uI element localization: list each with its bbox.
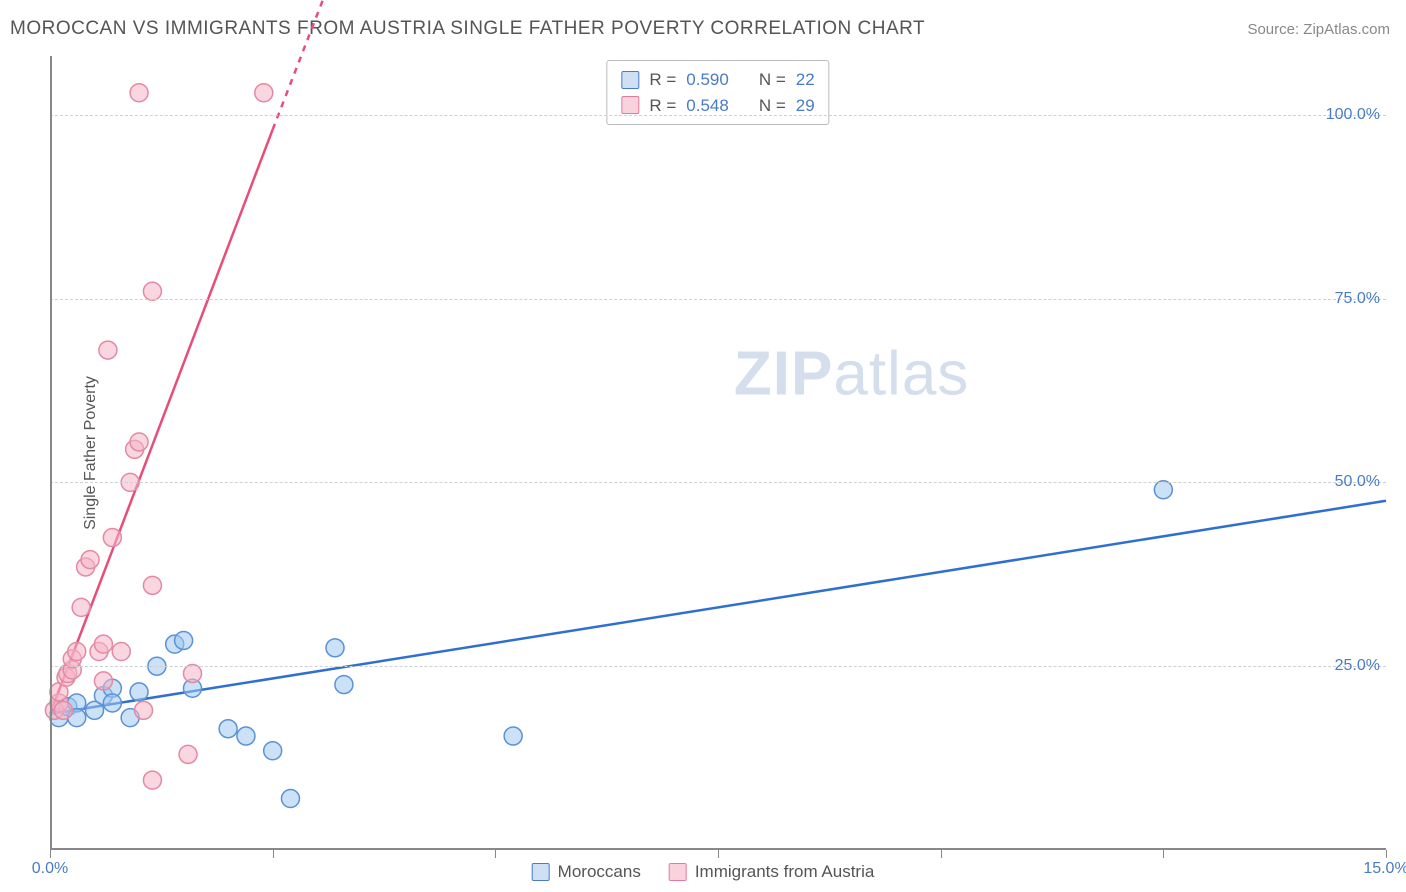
x-tick-label-min: 0.0% — [32, 860, 68, 878]
x-tick — [718, 850, 719, 858]
data-point — [179, 745, 197, 763]
data-point — [54, 701, 72, 719]
data-point — [130, 683, 148, 701]
data-point — [237, 727, 255, 745]
legend-label-2: Immigrants from Austria — [695, 862, 875, 882]
scatter-svg — [50, 56, 1386, 850]
data-point — [81, 551, 99, 569]
data-point — [143, 771, 161, 789]
data-point — [143, 576, 161, 594]
gridline — [50, 482, 1386, 483]
n-label-1: N = — [759, 67, 786, 93]
legend-swatch-blue — [532, 863, 550, 881]
x-tick — [1386, 850, 1387, 858]
y-axis-line — [50, 56, 52, 850]
y-tick-label: 75.0% — [1335, 290, 1380, 308]
x-tick — [50, 850, 51, 858]
bottom-legend: Moroccans Immigrants from Austria — [532, 862, 875, 882]
data-point — [335, 676, 353, 694]
legend-swatch-pink — [669, 863, 687, 881]
x-tick — [1163, 850, 1164, 858]
y-tick-label: 50.0% — [1335, 473, 1380, 491]
data-point — [1154, 481, 1172, 499]
data-point — [130, 84, 148, 102]
legend-label-1: Moroccans — [558, 862, 641, 882]
data-point — [130, 433, 148, 451]
data-point — [103, 694, 121, 712]
n-value-1: 22 — [796, 67, 815, 93]
x-tick — [495, 850, 496, 858]
data-point — [99, 341, 117, 359]
chart-title: MOROCCAN VS IMMIGRANTS FROM AUSTRIA SING… — [10, 18, 925, 40]
gridline — [50, 299, 1386, 300]
data-point — [72, 598, 90, 616]
x-tick — [941, 850, 942, 858]
x-tick-label-max: 15.0% — [1363, 860, 1406, 878]
data-point — [264, 742, 282, 760]
r-value-1: 0.590 — [686, 67, 729, 93]
data-point — [112, 643, 130, 661]
chart-header: MOROCCAN VS IMMIGRANTS FROM AUSTRIA SING… — [10, 18, 1390, 40]
swatch-blue — [621, 71, 639, 89]
legend-item-austria: Immigrants from Austria — [669, 862, 875, 882]
r-label-1: R = — [649, 67, 676, 93]
swatch-pink — [621, 96, 639, 114]
gridline — [50, 666, 1386, 667]
chart-area: Single Father Poverty ZIPatlas R = 0.590… — [50, 56, 1386, 850]
data-point — [184, 665, 202, 683]
y-tick-label: 100.0% — [1326, 106, 1380, 124]
plot-region: ZIPatlas R = 0.590 N = 22 R = 0.548 N = … — [50, 56, 1386, 850]
data-point — [219, 720, 237, 738]
data-point — [103, 529, 121, 547]
x-tick — [273, 850, 274, 858]
data-point — [135, 701, 153, 719]
y-tick-label: 25.0% — [1335, 657, 1380, 675]
data-point — [68, 643, 86, 661]
chart-source: Source: ZipAtlas.com — [1247, 21, 1390, 38]
legend-item-moroccans: Moroccans — [532, 862, 641, 882]
data-point — [326, 639, 344, 657]
data-point — [281, 790, 299, 808]
data-point — [504, 727, 522, 745]
data-point — [94, 672, 112, 690]
data-point — [255, 84, 273, 102]
data-point — [94, 635, 112, 653]
data-point — [143, 282, 161, 300]
data-point — [175, 631, 193, 649]
gridline — [50, 115, 1386, 116]
stats-row-1: R = 0.590 N = 22 — [621, 67, 814, 93]
